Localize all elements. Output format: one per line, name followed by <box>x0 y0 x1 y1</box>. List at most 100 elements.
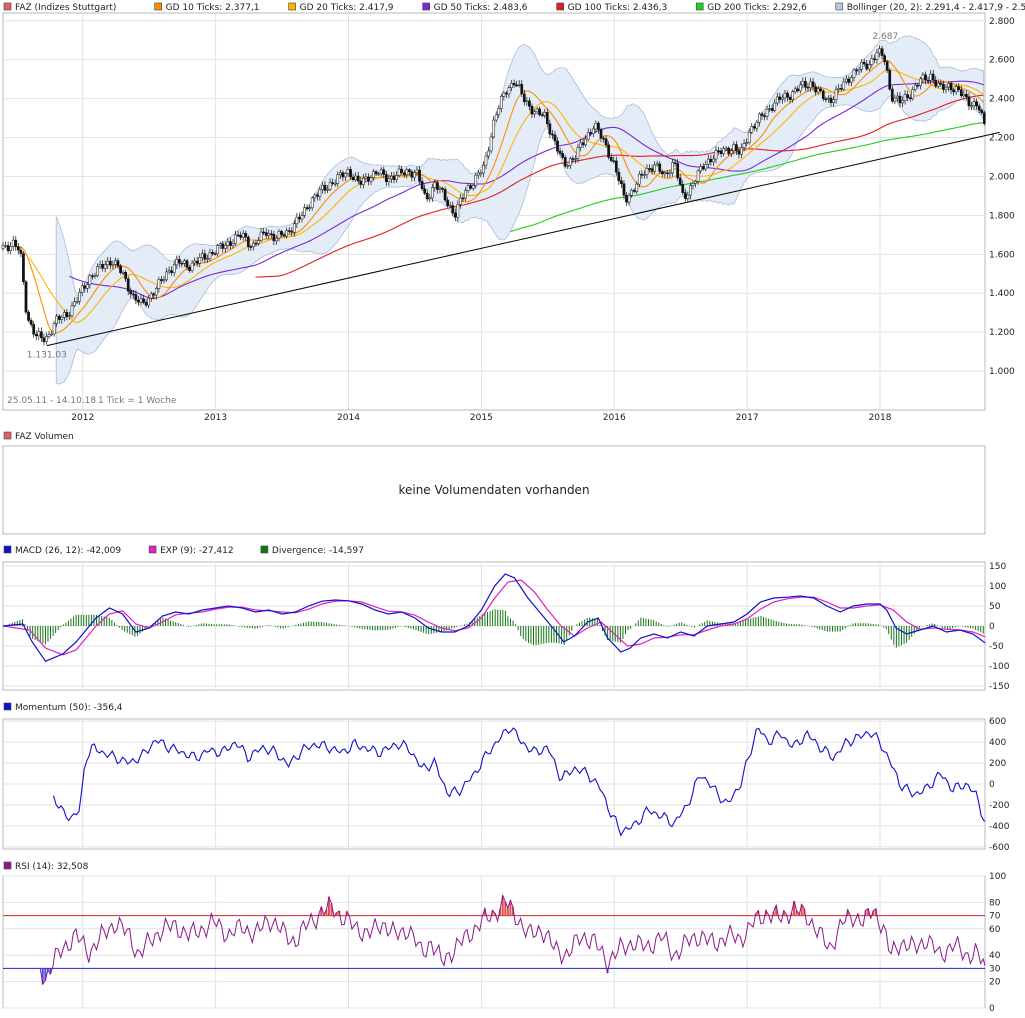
x-tick-label: 2013 <box>204 413 227 423</box>
candle-body <box>193 260 197 264</box>
candle-body <box>622 183 626 196</box>
candle-body <box>934 79 938 87</box>
candle-body <box>944 86 948 90</box>
candle-body <box>489 136 493 152</box>
candle-body <box>75 300 79 303</box>
x-tick-label: 2014 <box>337 413 360 423</box>
candle-body <box>379 169 383 175</box>
candle-body <box>545 112 549 125</box>
candle-body <box>627 195 631 203</box>
candle-body <box>551 133 554 136</box>
moving-averages <box>16 59 985 334</box>
candle-body <box>65 312 69 317</box>
candle-body <box>865 63 869 70</box>
candle-body <box>433 182 437 188</box>
candle-body <box>576 147 580 159</box>
y-tick-label: 2.400 <box>989 95 1015 105</box>
candle-body <box>190 262 194 271</box>
candle-body <box>183 260 186 264</box>
candle-body <box>893 97 897 102</box>
candle-body <box>47 334 51 337</box>
volume-panel: FAZ Volumen keine Volumendaten vorhanden <box>2 431 986 535</box>
candle-body <box>269 233 273 235</box>
candle-body <box>188 267 191 271</box>
candle-body <box>908 97 912 100</box>
candle-body <box>119 265 122 273</box>
candle-body <box>563 157 567 167</box>
candle-body <box>441 188 444 190</box>
legend-label: GD 20 Ticks: 2.417,9 <box>300 3 394 13</box>
candle-body <box>216 245 220 254</box>
exp-line <box>2 579 986 656</box>
legend-label: MACD (26, 12): -42,009 <box>15 546 121 556</box>
candle-body <box>420 181 424 190</box>
candle-body <box>382 169 386 175</box>
candle-body <box>295 216 299 224</box>
candle-body <box>407 169 411 172</box>
candle-body <box>896 95 899 99</box>
candle-body <box>213 253 217 255</box>
x-tick-label: 2017 <box>736 413 759 423</box>
candle-body <box>239 235 243 238</box>
candle-body <box>890 88 894 102</box>
candle-body <box>185 260 189 268</box>
candle-body <box>425 193 429 200</box>
trendline-line <box>46 131 1000 347</box>
candle-body <box>4 245 7 247</box>
candle-body <box>134 294 138 301</box>
candle-body <box>906 94 909 98</box>
candle-body <box>860 61 863 70</box>
candle-body <box>280 230 283 235</box>
candle-body <box>231 243 235 246</box>
candle-body <box>678 177 682 185</box>
candle-body <box>916 84 920 87</box>
legend-swatch <box>154 2 162 11</box>
candle-body <box>965 93 968 98</box>
candle-body <box>548 123 552 135</box>
candle-body <box>507 87 511 95</box>
candle-body <box>50 333 53 336</box>
candle-body <box>160 279 163 281</box>
candle-body <box>37 331 41 337</box>
y-tick-label: -200 <box>989 801 1010 811</box>
legend-swatch <box>3 702 12 711</box>
volume-empty-message: keine Volumendaten vorhanden <box>398 483 589 497</box>
rsi-plot-area <box>2 875 986 1009</box>
candle-body <box>778 96 782 100</box>
candle-body <box>351 176 355 181</box>
legend-label: EXP (9): -27,412 <box>160 546 234 556</box>
candle-body <box>750 126 754 133</box>
candle-body <box>395 175 398 180</box>
candle-body <box>292 223 296 233</box>
candle-body <box>300 215 304 220</box>
candle-body <box>745 142 748 144</box>
candle-body <box>538 108 541 115</box>
candle-body <box>418 169 421 182</box>
candle-body <box>170 270 174 274</box>
candle-body <box>614 160 618 173</box>
volume-plot-area <box>2 445 986 535</box>
candle-body <box>27 311 30 321</box>
candle-body <box>45 336 48 342</box>
candle-body <box>443 189 447 201</box>
candle-body <box>798 84 802 92</box>
candle-body <box>476 172 480 176</box>
price-annotation: 1.131,03 <box>27 351 67 361</box>
candle-body <box>671 162 674 174</box>
candle-body <box>540 114 544 116</box>
candle-body <box>446 199 449 206</box>
y-tick-label: -400 <box>989 822 1010 832</box>
candle-body <box>535 108 539 113</box>
candle-body <box>921 74 925 80</box>
candle-body <box>699 166 702 172</box>
candle-body <box>83 285 87 289</box>
candle-body <box>752 126 756 129</box>
legend-swatch <box>3 2 12 11</box>
y-tick-label: 20 <box>989 978 1001 988</box>
candle-body <box>834 89 838 100</box>
candle-body <box>466 185 470 191</box>
candle-body <box>929 73 932 81</box>
candle-body <box>19 249 23 254</box>
candle-body <box>660 171 664 175</box>
candle-body <box>589 132 593 134</box>
